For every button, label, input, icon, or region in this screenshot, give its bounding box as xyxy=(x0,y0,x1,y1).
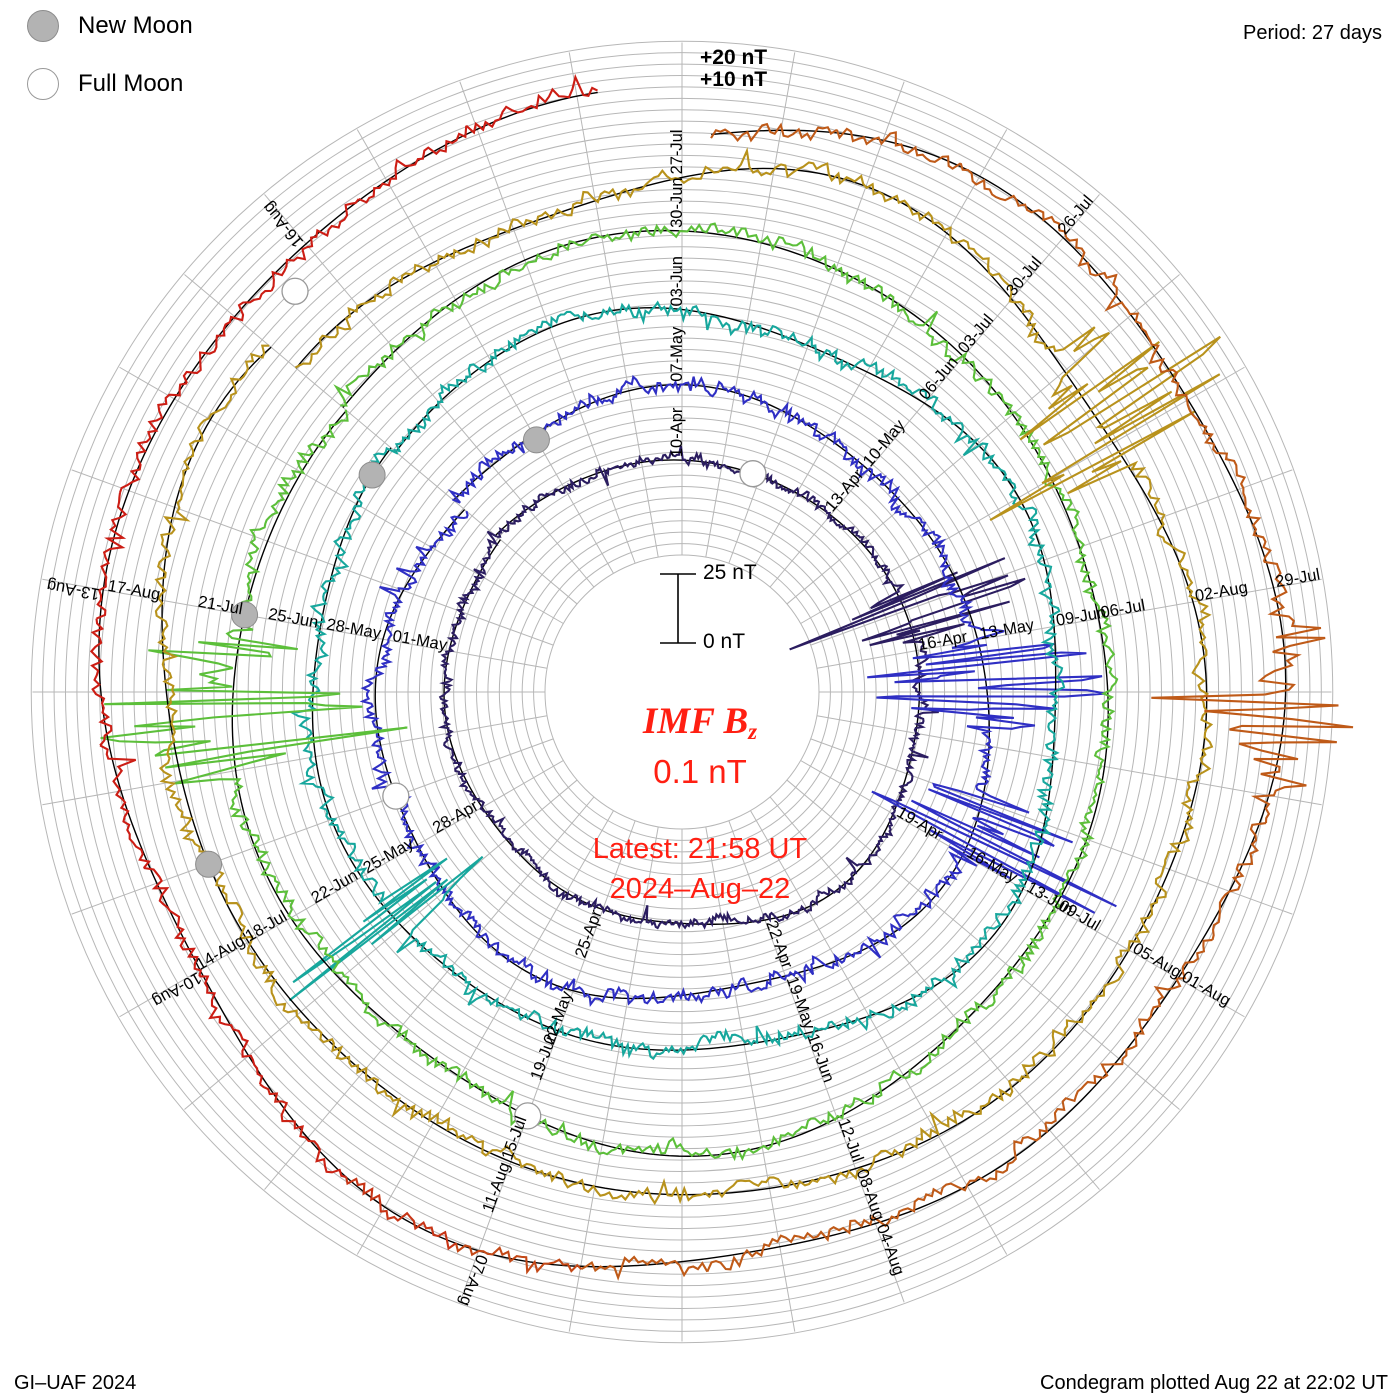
svg-text:29-Jul: 29-Jul xyxy=(1274,566,1321,592)
svg-text:10-Apr: 10-Apr xyxy=(668,407,686,457)
svg-text:30-Jun: 30-Jun xyxy=(668,177,686,227)
svg-text:19-Jun: 19-Jun xyxy=(527,1029,561,1083)
svg-text:21-Jul: 21-Jul xyxy=(197,593,244,619)
svg-text:04-Aug: 04-Aug xyxy=(873,1222,908,1278)
svg-text:22-Apr: 22-Apr xyxy=(762,918,796,971)
svg-text:25-Jun: 25-Jun xyxy=(267,605,320,631)
svg-text:10-May: 10-May xyxy=(860,416,910,470)
svg-text:28-May: 28-May xyxy=(325,615,383,642)
svg-text:02-Aug: 02-Aug xyxy=(1194,578,1250,605)
svg-text:06-Jun: 06-Jun xyxy=(916,353,962,403)
svg-text:15-Jul: 15-Jul xyxy=(498,1114,530,1162)
svg-text:17-Aug: 17-Aug xyxy=(106,577,162,604)
svg-text:07-May: 07-May xyxy=(668,326,686,382)
svg-text:18-Jul: 18-Jul xyxy=(242,907,290,945)
svg-text:13-Aug: 13-Aug xyxy=(45,576,101,603)
svg-text:13-Apr: 13-Apr xyxy=(822,465,868,515)
svg-text:16-Jun: 16-Jun xyxy=(803,1031,837,1085)
svg-text:13-May: 13-May xyxy=(978,616,1036,643)
svg-text:08-Aug: 08-Aug xyxy=(853,1167,888,1223)
svg-text:03-Jun: 03-Jun xyxy=(668,256,686,306)
svg-text:19-May: 19-May xyxy=(783,974,819,1033)
svg-text:03-Jul: 03-Jul xyxy=(955,311,998,357)
svg-text:27-Jul: 27-Jul xyxy=(668,129,686,174)
svg-text:25-Apr: 25-Apr xyxy=(572,907,606,960)
svg-text:16-Aug: 16-Aug xyxy=(259,198,307,250)
